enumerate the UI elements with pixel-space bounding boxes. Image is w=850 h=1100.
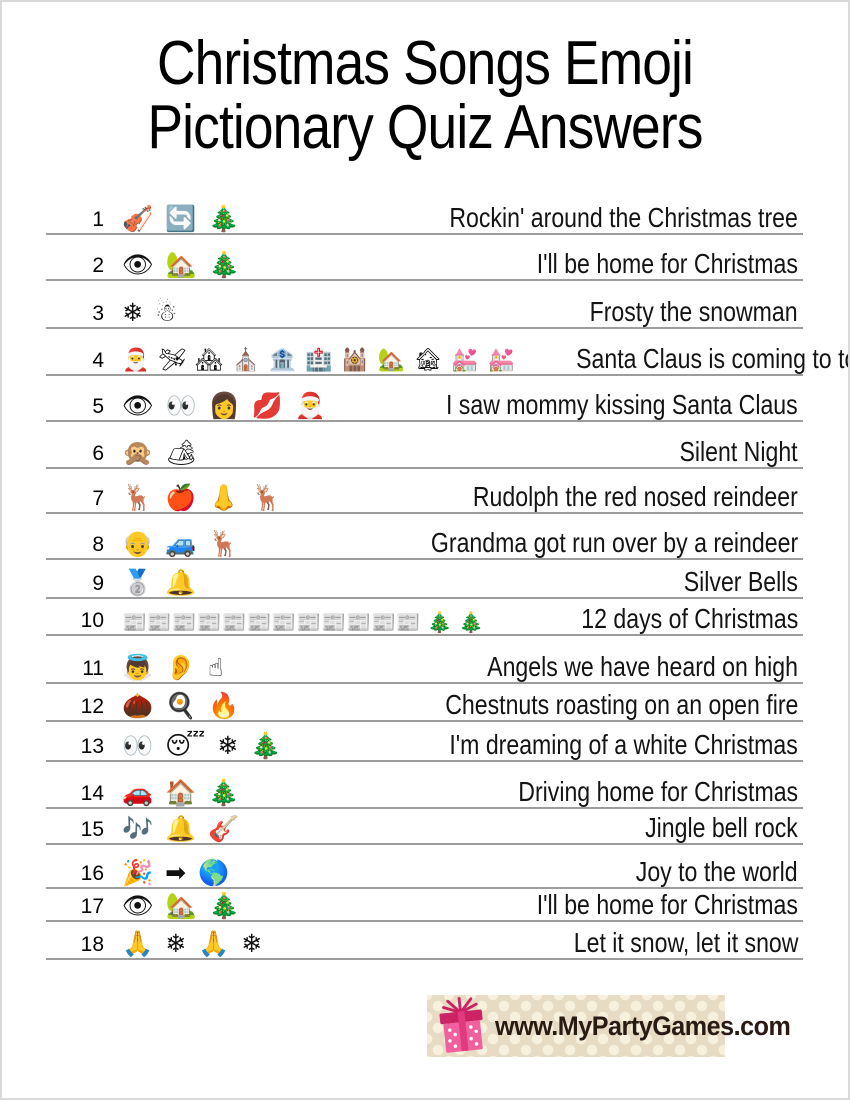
quiz-row: 1 🎻 🔄 🎄 Rockin' around the Christmas tre…: [46, 189, 803, 235]
quiz-row: 2 👁 🏡 🎄 I'll be home for Christmas: [46, 235, 803, 281]
emoji-clue-sequence: 🦌 🍎 👃 🦌: [122, 483, 285, 512]
row-number: 12: [80, 695, 104, 718]
emoji-clue-sequence: 👴 🚙 🦌: [122, 529, 242, 558]
row-answer: Silver Bells: [683, 565, 798, 597]
quiz-row: 17 👁 🏡 🎄 I'll be home for Christmas: [46, 889, 803, 922]
row-number: 9: [92, 572, 104, 595]
row-number: 3: [92, 302, 104, 325]
row-number: 7: [92, 487, 104, 510]
row-answer: 12 days of Christmas: [580, 602, 798, 634]
emoji-clue-sequence: 🎅 🛩 🏘 ⛪ 🏦 🏥 🕍 🏡 🏚 💒 💒: [122, 348, 516, 373]
emoji-clue-sequence: 👼 👂 ☝: [122, 653, 226, 682]
emoji-clue-sequence: 🙏 ❄ 🙏 ❄: [122, 929, 264, 958]
footer-website-text: www.MyPartyGames.com: [495, 1010, 791, 1041]
quiz-row: 8 👴 🚙 🦌 Grandma got run over by a reinde…: [46, 514, 803, 560]
quiz-row: 3 ❄ ☃ Frosty the snowman: [46, 281, 803, 329]
emoji-clue-sequence: 👀 😴 ❄ 🎄: [122, 731, 284, 760]
page-title: Christmas Songs Emoji Pictionary Quiz An…: [61, 29, 789, 163]
row-answer: I'll be home for Christmas: [536, 247, 798, 279]
row-answer: Grandma got run over by a reindeer: [430, 526, 798, 558]
row-answer: Rudolph the red nosed reindeer: [473, 480, 798, 512]
emoji-clue-sequence: 🥈 🔔: [122, 568, 199, 597]
row-number: 6: [92, 442, 104, 465]
emoji-clue-sequence: ❄ ☃: [122, 298, 180, 327]
quiz-row: 9 🥈 🔔 Silver Bells: [46, 560, 803, 599]
gift-icon: [439, 996, 483, 1053]
quiz-row: 15 🎶 🔔 🎸 Jingle bell rock: [46, 809, 803, 845]
quiz-row: 13 👀 😴 ❄ 🎄 I'm dreaming of a white Chris…: [46, 722, 803, 762]
quiz-row: 14 🚗 🏠 🎄 Driving home for Christmas: [46, 762, 803, 809]
row-number: 16: [80, 862, 104, 885]
row-answer: Joy to the world: [636, 855, 798, 887]
quiz-row: 11 👼 👂 ☝ Angels we have heard on high: [46, 636, 803, 684]
quiz-row: 5 👁 👀 👩 💋 🎅 I saw mommy kissing Santa Cl…: [46, 376, 803, 422]
row-answer: Rockin' around the Christmas tree: [449, 201, 798, 233]
row-answer: Chestnuts roasting on an open fire: [444, 688, 798, 720]
footer-banner: www.MyPartyGames.com: [427, 995, 791, 1057]
row-number: 2: [92, 254, 104, 277]
emoji-clue-sequence: 👁 🏡 🎄: [122, 891, 242, 920]
row-answer: I saw mommy kissing Santa Claus: [446, 388, 798, 420]
row-number: 8: [92, 533, 104, 556]
row-answer: Angels we have heard on high: [487, 650, 798, 682]
quiz-row: 4 🎅 🛩 🏘 ⛪ 🏦 🏥 🕍 🏡 🏚 💒 💒 Santa Claus is c…: [46, 329, 848, 376]
quiz-row: 10 📰📰📰📰📰📰📰📰📰📰📰📰 🎄 🎄 12 days of Christmas: [46, 599, 803, 636]
row-answer: Driving home for Christmas: [518, 775, 798, 807]
row-number: 5: [92, 395, 104, 418]
row-answer: Santa Claus is coming to town: [576, 342, 848, 374]
emoji-clue-sequence: 👁 🏡 🎄: [122, 250, 242, 279]
emoji-clue-sequence: 🌰 🍳 🔥: [122, 691, 242, 720]
row-number: 14: [80, 782, 104, 805]
row-answer: Let it snow, let it snow: [573, 926, 798, 958]
row-number: 11: [82, 657, 104, 680]
row-number: 10: [80, 609, 104, 632]
quiz-row: 16 🎉 ➡ 🌎 Joy to the world: [46, 845, 803, 889]
page-title-line-1: Christmas Songs Emoji: [156, 29, 694, 98]
emoji-clue-sequence: 👁 👀 👩 💋 🎅: [122, 391, 329, 420]
row-number: 15: [80, 818, 104, 841]
row-number: 13: [80, 735, 104, 758]
row-answer: I'm dreaming of a white Christmas: [449, 728, 798, 760]
row-number: 1: [92, 208, 104, 231]
emoji-clue-sequence: 🎉 ➡ 🌎: [122, 858, 232, 887]
emoji-clue-sequence: 🎶 🔔 🎸: [122, 814, 242, 843]
quiz-row: 7 🦌 🍎 👃 🦌 Rudolph the red nosed reindeer: [46, 469, 803, 514]
page-title-line-2: Pictionary Quiz Answers: [147, 93, 703, 163]
row-number: 4: [92, 349, 104, 372]
emoji-clue-sequence: 🎻 🔄 🎄: [122, 204, 242, 233]
row-number: 18: [80, 933, 104, 956]
row-answer: Frosty the snowman: [589, 295, 798, 327]
emoji-clue-sequence: 🙊 🏕: [122, 438, 199, 467]
row-number: 17: [80, 895, 104, 918]
quiz-row: 12 🌰 🍳 🔥 Chestnuts roasting on an open f…: [46, 684, 803, 722]
emoji-clue-sequence: 🚗 🏠 🎄: [122, 778, 242, 807]
quiz-rows: 1 🎻 🔄 🎄 Rockin' around the Christmas tre…: [46, 189, 848, 960]
emoji-clue-sequence: 📰📰📰📰📰📰📰📰📰📰📰📰 🎄 🎄: [122, 610, 484, 634]
quiz-row: 6 🙊 🏕 Silent Night: [46, 422, 803, 469]
row-answer: Jingle bell rock: [645, 811, 798, 843]
quiz-row: 18 🙏 ❄ 🙏 ❄ Let it snow, let it snow: [46, 922, 803, 960]
row-answer: I'll be home for Christmas: [536, 888, 798, 920]
row-answer: Silent Night: [679, 435, 798, 467]
